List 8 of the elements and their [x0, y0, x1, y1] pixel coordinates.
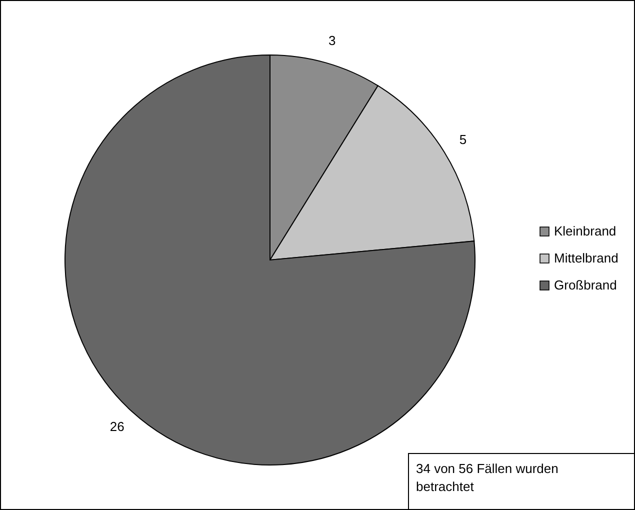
data-label: 3 — [328, 33, 336, 48]
data-label: 26 — [110, 419, 124, 434]
legend-label: Kleinbrand — [554, 223, 616, 238]
pie-slice — [64, 54, 476, 466]
data-label: 5 — [459, 132, 467, 147]
legend-label: Großbrand — [554, 277, 617, 292]
text: 34 von 56 Fällen wurden betrachtet — [416, 461, 558, 494]
legend-label: Mittelbrand — [554, 250, 618, 266]
